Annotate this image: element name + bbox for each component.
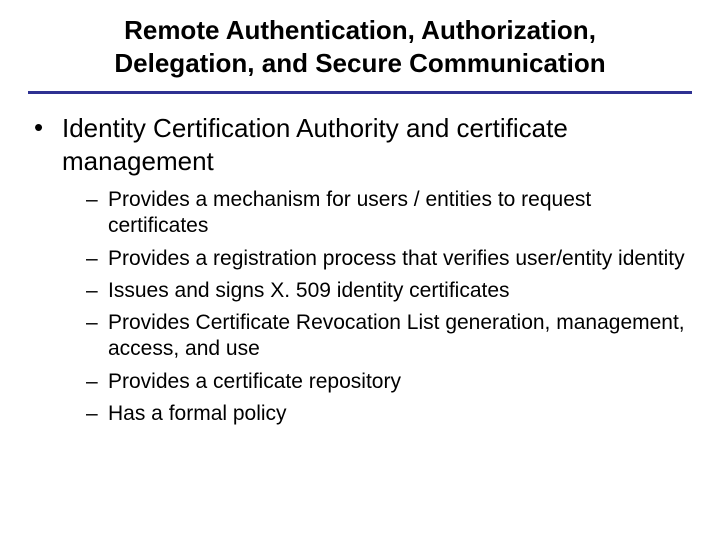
bullet-level2-group: – Provides a mechanism for users / entit… [30, 187, 690, 427]
dash-icon: – [86, 187, 108, 213]
bullet-level2: – Provides Certificate Revocation List g… [86, 310, 690, 363]
bullet-level2: – Provides a registration process that v… [86, 246, 690, 272]
bullet-level2-text: Provides a registration process that ver… [108, 246, 685, 272]
bullet-level2: – Provides a certificate repository [86, 369, 690, 395]
slide-body: • Identity Certification Authority and c… [0, 94, 720, 427]
slide: Remote Authentication, Authorization, De… [0, 0, 720, 540]
slide-title: Remote Authentication, Authorization, De… [0, 0, 720, 87]
bullet-level1-text: Identity Certification Authority and cer… [62, 112, 690, 177]
bullet-level2-text: Provides a certificate repository [108, 369, 401, 395]
bullet-level2-text: Issues and signs X. 509 identity certifi… [108, 278, 510, 304]
slide-title-line1: Remote Authentication, Authorization, [124, 15, 596, 45]
dash-icon: – [86, 310, 108, 336]
bullet-level2-text: Provides a mechanism for users / entitie… [108, 187, 690, 240]
dash-icon: – [86, 369, 108, 395]
dash-icon: – [86, 246, 108, 272]
bullet-level2-text: Has a formal policy [108, 401, 287, 427]
bullet-level2: – Has a formal policy [86, 401, 690, 427]
dash-icon: – [86, 278, 108, 304]
bullet-level2: – Provides a mechanism for users / entit… [86, 187, 690, 240]
bullet-level2-text: Provides Certificate Revocation List gen… [108, 310, 690, 363]
bullet-level1: • Identity Certification Authority and c… [30, 112, 690, 177]
slide-title-line2: Delegation, and Secure Communication [114, 48, 605, 78]
bullet-dot-icon: • [30, 112, 62, 143]
bullet-level2: – Issues and signs X. 509 identity certi… [86, 278, 690, 304]
dash-icon: – [86, 401, 108, 427]
